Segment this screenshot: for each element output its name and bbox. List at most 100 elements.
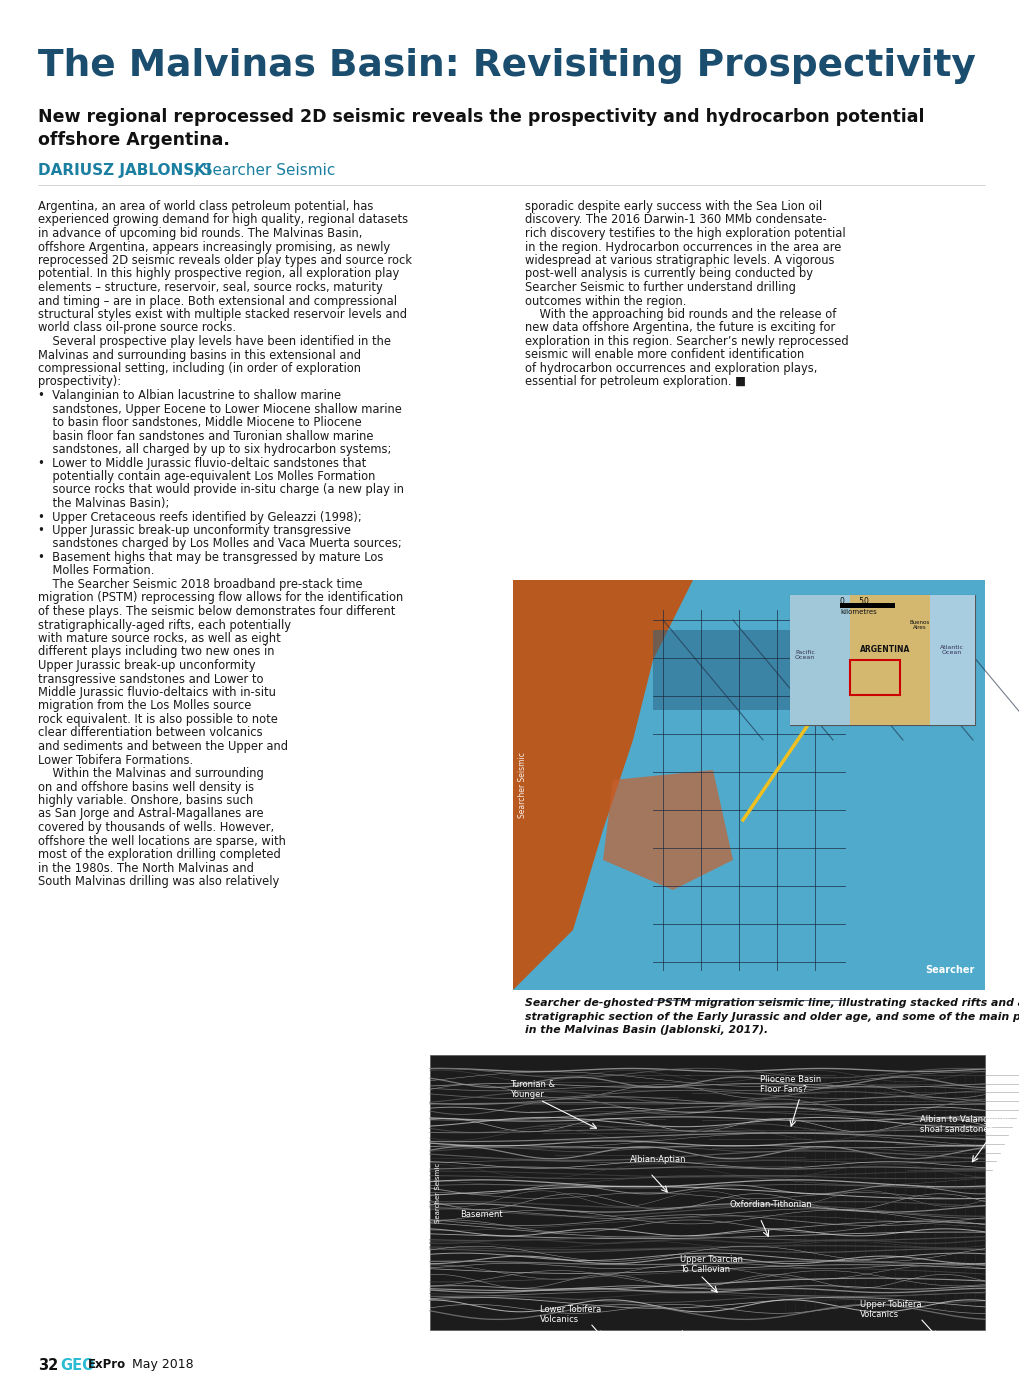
Text: , Searcher Seismic: , Searcher Seismic bbox=[193, 163, 335, 177]
Text: Searcher de-ghosted PSTM migration seismic line, illustrating stacked rifts and : Searcher de-ghosted PSTM migration seism… bbox=[525, 997, 1019, 1035]
Text: •  Valanginian to Albian lacustrine to shallow marine: • Valanginian to Albian lacustrine to sh… bbox=[38, 388, 340, 402]
Text: Searcher Seismic to further understand drilling: Searcher Seismic to further understand d… bbox=[525, 281, 796, 293]
Text: widespread at various stratigraphic levels. A vigorous: widespread at various stratigraphic leve… bbox=[525, 254, 835, 267]
Text: rock equivalent. It is also possible to note: rock equivalent. It is also possible to … bbox=[38, 712, 277, 726]
Text: May 2018: May 2018 bbox=[127, 1358, 194, 1370]
Text: •  Lower to Middle Jurassic fluvio-deltaic sandstones that: • Lower to Middle Jurassic fluvio-deltai… bbox=[38, 457, 366, 469]
Text: Searcher Seismic: Searcher Seismic bbox=[434, 1162, 440, 1222]
Text: sandstones charged by Los Molles and Vaca Muerta sources;: sandstones charged by Los Molles and Vac… bbox=[38, 538, 401, 550]
Text: 0      50: 0 50 bbox=[840, 598, 868, 606]
Text: clear differentiation between volcanics: clear differentiation between volcanics bbox=[38, 726, 262, 739]
Polygon shape bbox=[513, 580, 692, 990]
Text: Upper Tobifera
Volcanics: Upper Tobifera Volcanics bbox=[859, 1301, 921, 1319]
Text: The Searcher Seismic 2018 broadband pre-stack time: The Searcher Seismic 2018 broadband pre-… bbox=[38, 578, 363, 591]
Text: kilometres: kilometres bbox=[840, 609, 876, 615]
Polygon shape bbox=[602, 770, 733, 890]
Text: of these plays. The seismic below demonstrates four different: of these plays. The seismic below demons… bbox=[38, 605, 395, 617]
Text: on and offshore basins well density is: on and offshore basins well density is bbox=[38, 781, 254, 793]
Text: outcomes within the region.: outcomes within the region. bbox=[525, 295, 686, 307]
Bar bbox=[840, 604, 894, 608]
Text: The Malvinas Basin: Revisiting Prospectivity: The Malvinas Basin: Revisiting Prospecti… bbox=[38, 47, 975, 84]
Text: GEO: GEO bbox=[60, 1358, 95, 1373]
Text: Lower to Middle Jurassic
fluvio-deltaics?: Lower to Middle Jurassic fluvio-deltaics… bbox=[809, 1361, 911, 1379]
Text: Buenos
Aires: Buenos Aires bbox=[909, 620, 929, 630]
Text: of hydrocarbon occurrences and exploration plays,: of hydrocarbon occurrences and explorati… bbox=[525, 362, 817, 374]
Text: •  Upper Cretaceous reefs identified by Geleazzi (1998);: • Upper Cretaceous reefs identified by G… bbox=[38, 510, 362, 524]
Text: Atlantic
Ocean: Atlantic Ocean bbox=[940, 644, 963, 655]
Text: Albian-Aptian: Albian-Aptian bbox=[630, 1155, 686, 1164]
Text: post-well analysis is currently being conducted by: post-well analysis is currently being co… bbox=[525, 267, 813, 281]
Text: Molles Formation.: Molles Formation. bbox=[38, 564, 154, 577]
Bar bbox=[929, 595, 974, 725]
Text: DARIUSZ JABLONSKI: DARIUSZ JABLONSKI bbox=[38, 163, 211, 177]
Text: migration (PSTM) reprocessing flow allows for the identification: migration (PSTM) reprocessing flow allow… bbox=[38, 591, 403, 605]
Text: sporadic despite early success with the Sea Lion oil: sporadic despite early success with the … bbox=[525, 200, 821, 212]
Text: 32: 32 bbox=[38, 1358, 58, 1373]
Text: Pacific
Ocean: Pacific Ocean bbox=[794, 650, 814, 661]
Text: prospectivity):: prospectivity): bbox=[38, 376, 121, 388]
Text: potentially contain age-equivalent Los Molles Formation: potentially contain age-equivalent Los M… bbox=[38, 469, 375, 483]
Text: in advance of upcoming bid rounds. The Malvinas Basin,: in advance of upcoming bid rounds. The M… bbox=[38, 226, 362, 240]
Text: offshore Argentina, appears increasingly promising, as newly: offshore Argentina, appears increasingly… bbox=[38, 240, 389, 253]
Text: elements – structure, reservoir, seal, source rocks, maturity: elements – structure, reservoir, seal, s… bbox=[38, 281, 382, 293]
Text: sandstones, Upper Eocene to Lower Miocene shallow marine: sandstones, Upper Eocene to Lower Miocen… bbox=[38, 402, 401, 415]
Text: seismic will enable more confident identification: seismic will enable more confident ident… bbox=[525, 348, 804, 362]
Text: exploration in this region. Searcher’s newly reprocessed: exploration in this region. Searcher’s n… bbox=[525, 335, 848, 348]
Text: •  Basement highs that may be transgressed by mature Los: • Basement highs that may be transgresse… bbox=[38, 550, 383, 564]
Text: migration from the Los Molles source: migration from the Los Molles source bbox=[38, 700, 251, 712]
Text: structural styles exist with multiple stacked reservoir levels and: structural styles exist with multiple st… bbox=[38, 307, 407, 321]
Text: essential for petroleum exploration. ■: essential for petroleum exploration. ■ bbox=[525, 376, 746, 388]
Text: with mature source rocks, as well as eight: with mature source rocks, as well as eig… bbox=[38, 631, 280, 645]
Text: reprocessed 2D seismic reveals older play types and source rock: reprocessed 2D seismic reveals older pla… bbox=[38, 254, 412, 267]
Text: South Malvinas drilling was also relatively: South Malvinas drilling was also relativ… bbox=[38, 875, 279, 888]
Text: highly variable. Onshore, basins such: highly variable. Onshore, basins such bbox=[38, 793, 253, 807]
Text: basin floor fan sandstones and Turonian shallow marine: basin floor fan sandstones and Turonian … bbox=[38, 429, 373, 443]
Text: different plays including two new ones in: different plays including two new ones i… bbox=[38, 645, 274, 658]
Text: new data offshore Argentina, the future is exciting for: new data offshore Argentina, the future … bbox=[525, 321, 835, 334]
Text: transgressive sandstones and Lower to: transgressive sandstones and Lower to bbox=[38, 672, 263, 686]
Bar bbox=[790, 595, 849, 725]
Text: stratigraphically-aged rifts, each potentially: stratigraphically-aged rifts, each poten… bbox=[38, 619, 290, 631]
Text: Upper Jurassic break-up unconformity: Upper Jurassic break-up unconformity bbox=[38, 659, 255, 672]
Text: ARGENTINA: ARGENTINA bbox=[859, 645, 909, 655]
Text: Lower
Jurassic
& Older: Lower Jurassic & Older bbox=[680, 1330, 711, 1359]
Bar bbox=[790, 595, 974, 725]
Text: Several prospective play levels have been identified in the: Several prospective play levels have bee… bbox=[38, 335, 390, 348]
Text: Albian to Valanginian
shoal sandstones: Albian to Valanginian shoal sandstones bbox=[919, 1115, 1008, 1134]
Text: as San Jorge and Astral-Magallanes are: as San Jorge and Astral-Magallanes are bbox=[38, 807, 263, 820]
Text: Searcher: Searcher bbox=[924, 965, 974, 975]
Bar bbox=[652, 630, 812, 710]
Text: sandstones, all charged by up to six hydrocarbon systems;: sandstones, all charged by up to six hyd… bbox=[38, 443, 391, 455]
Text: most of the exploration drilling completed: most of the exploration drilling complet… bbox=[38, 848, 280, 861]
Text: compressional setting, including (in order of exploration: compressional setting, including (in ord… bbox=[38, 362, 361, 374]
Bar bbox=[513, 580, 984, 990]
Bar bbox=[849, 595, 929, 725]
Text: and sediments and between the Upper and: and sediments and between the Upper and bbox=[38, 740, 287, 753]
Text: and timing – are in place. Both extensional and compressional: and timing – are in place. Both extensio… bbox=[38, 295, 396, 307]
Text: potential. In this highly prospective region, all exploration play: potential. In this highly prospective re… bbox=[38, 267, 398, 281]
Text: source rocks that would provide in-situ charge (a new play in: source rocks that would provide in-situ … bbox=[38, 483, 404, 496]
Text: experienced growing demand for high quality, regional datasets: experienced growing demand for high qual… bbox=[38, 214, 408, 226]
Bar bbox=[849, 659, 899, 694]
Text: ExPro: ExPro bbox=[88, 1358, 126, 1370]
Text: in the 1980s. The North Malvinas and: in the 1980s. The North Malvinas and bbox=[38, 862, 254, 875]
Text: world class oil-prone source rocks.: world class oil-prone source rocks. bbox=[38, 321, 235, 334]
Text: Oxfordian-Tithonian: Oxfordian-Tithonian bbox=[730, 1200, 812, 1208]
Text: in the region. Hydrocarbon occurrences in the area are: in the region. Hydrocarbon occurrences i… bbox=[525, 240, 841, 253]
Text: Lower Tobifera
Volcanics: Lower Tobifera Volcanics bbox=[539, 1305, 600, 1324]
Text: Turonian &
Younger: Turonian & Younger bbox=[510, 1080, 554, 1099]
Bar bbox=[430, 1055, 984, 1330]
Text: offshore the well locations are sparse, with: offshore the well locations are sparse, … bbox=[38, 834, 285, 848]
Text: Upper Toarcian
To Callovian: Upper Toarcian To Callovian bbox=[680, 1255, 742, 1274]
Text: Searcher Seismic: Searcher Seismic bbox=[518, 752, 527, 817]
Text: to basin floor sandstones, Middle Miocene to Pliocene: to basin floor sandstones, Middle Miocen… bbox=[38, 416, 362, 429]
Text: Basement: Basement bbox=[460, 1210, 502, 1220]
Text: Pliocene Basin
Floor Fans?: Pliocene Basin Floor Fans? bbox=[759, 1076, 820, 1094]
Text: the Malvinas Basin);: the Malvinas Basin); bbox=[38, 497, 169, 510]
Text: discovery. The 2016 Darwin-1 360 MMb condensate-: discovery. The 2016 Darwin-1 360 MMb con… bbox=[525, 214, 826, 226]
Text: Malvinas and surrounding basins in this extensional and: Malvinas and surrounding basins in this … bbox=[38, 348, 361, 362]
Text: covered by thousands of wells. However,: covered by thousands of wells. However, bbox=[38, 821, 274, 834]
Text: With the approaching bid rounds and the release of: With the approaching bid rounds and the … bbox=[525, 307, 836, 321]
Text: Argentina, an area of world class petroleum potential, has: Argentina, an area of world class petrol… bbox=[38, 200, 373, 212]
Text: Middle Jurassic fluvio-deltaics with in-situ: Middle Jurassic fluvio-deltaics with in-… bbox=[38, 686, 275, 698]
